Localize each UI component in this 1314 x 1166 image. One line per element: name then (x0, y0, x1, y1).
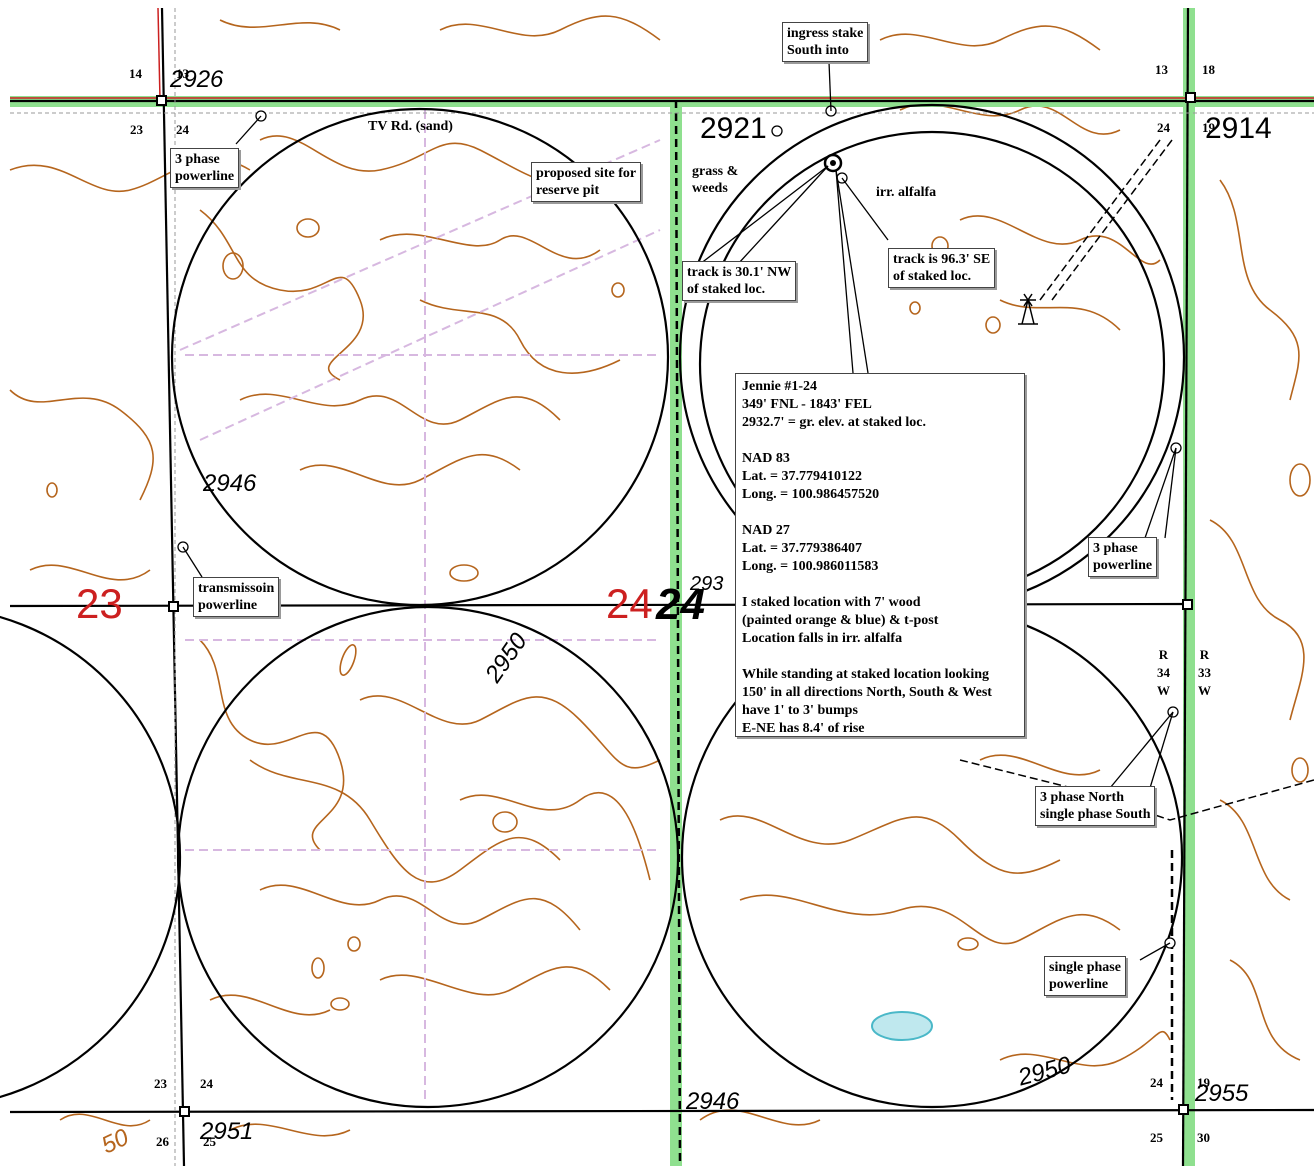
corner-num: 19 (1197, 1075, 1210, 1090)
center-section-number: 24 (656, 580, 705, 629)
staked-location-marker (823, 153, 843, 173)
corner-num: 23 (154, 1076, 167, 1091)
info-line: Long. = 100.986011583 (742, 559, 879, 574)
info-line: Jennie #1-24 (742, 379, 818, 394)
corner-num: 13 (1155, 62, 1168, 77)
reserve-pit-callout: proposed site for reserve pit (531, 162, 642, 202)
corner-num: 25 (203, 1134, 216, 1149)
corner-num: 24 (1150, 1075, 1163, 1090)
corner-num: 13 (176, 66, 189, 81)
corner-num: 24 (1157, 120, 1170, 135)
info-line: (painted orange & blue) & t-post (742, 613, 939, 628)
ingress-stake-callout: ingress stake South into (782, 22, 869, 62)
section-label-24: 24 (606, 580, 653, 627)
elevation-2955: 2955 (1195, 1080, 1249, 1107)
grass-weeds-label: grass & weeds (692, 164, 739, 196)
corner-num: 24 (176, 122, 189, 137)
tv-road-label: TV Rd. (sand) (368, 119, 453, 134)
elevation-2914: 2914 (1205, 112, 1272, 145)
corner-num: 14 (129, 66, 142, 81)
center-dashed-line (674, 99, 1174, 1166)
elevation-2951: 2951 (200, 1118, 254, 1145)
elevation-2921: 2921 (700, 112, 767, 145)
section-label-23: 23 (76, 580, 123, 627)
info-line (742, 504, 1018, 522)
corner-num: 18 (1202, 62, 1215, 77)
transmission-powerline-callout: transmissoin powerline (193, 577, 280, 617)
info-line (742, 576, 1018, 594)
range-label-33w: R 33 W (1198, 647, 1211, 698)
info-line: I staked location with 7' wood (742, 595, 921, 610)
info-line: 2932.7' = gr. elev. at staked loc. (742, 415, 927, 430)
corner-num: 24 (200, 1076, 213, 1091)
info-line: have 1' to 3' bumps (742, 703, 858, 718)
info-line: 150' in all directions North, South & We… (742, 685, 992, 700)
info-line (742, 432, 1018, 450)
corner-num: 26 (156, 1134, 169, 1149)
section-lines (9, 7, 1314, 1166)
track-nw-callout: track is 30.1' NW of staked loc. (682, 261, 797, 301)
phase-north-south-callout: 3 phase North single phase South (1035, 786, 1156, 826)
elevation-293: 293 (690, 573, 724, 595)
ne-track (1039, 139, 1173, 301)
info-line: Lat. = 37.779386407 (742, 541, 862, 556)
leader-lines (182, 61, 1177, 961)
info-line (742, 648, 1018, 666)
elevation-2946: 2946 (203, 470, 257, 497)
info-line: While standing at staked location lookin… (742, 667, 989, 682)
info-line: NAD 83 (742, 451, 790, 466)
elevation-2926: 2926 (170, 66, 224, 93)
nw-powerline-callout: 3 phase powerline (170, 148, 240, 188)
info-line: E-NE has 8.4' of rise (742, 721, 865, 736)
section-corners (156, 92, 1196, 1117)
range-label-34w: R 34 W (1157, 647, 1170, 698)
grey-dashed-lines (10, 8, 1314, 1166)
red-section-line (10, 7, 1314, 101)
east-powerline-callout: 3 phase powerline (1088, 537, 1158, 577)
corner-num: 23 (130, 122, 143, 137)
pond (871, 1011, 933, 1041)
track-se-callout: track is 96.3' SE of staked loc. (888, 248, 996, 288)
info-line: Location falls in irr. alfalfa (742, 631, 903, 646)
corner-num: 25 (1150, 1130, 1163, 1145)
contour-lines (9, 15, 1311, 1137)
info-line: 349' FNL - 1843' FEL (742, 397, 872, 412)
info-line: NAD 27 (742, 523, 790, 538)
windmill-icon (1018, 293, 1038, 325)
elevation-2946-south: 2946 (686, 1088, 740, 1115)
single-phase-callout: single phase powerline (1044, 956, 1126, 996)
info-line: Lat. = 37.779410122 (742, 469, 862, 484)
corner-num: 19 (1202, 120, 1215, 135)
corner-num: 30 (1197, 1130, 1210, 1145)
info-line: Long. = 100.986457520 (742, 487, 880, 502)
irr-alfalfa-label: irr. alfalfa (876, 185, 937, 200)
staked-location-info-box: Jennie #1-24 349' FNL - 1843' FEL 2932.7… (735, 373, 1025, 737)
